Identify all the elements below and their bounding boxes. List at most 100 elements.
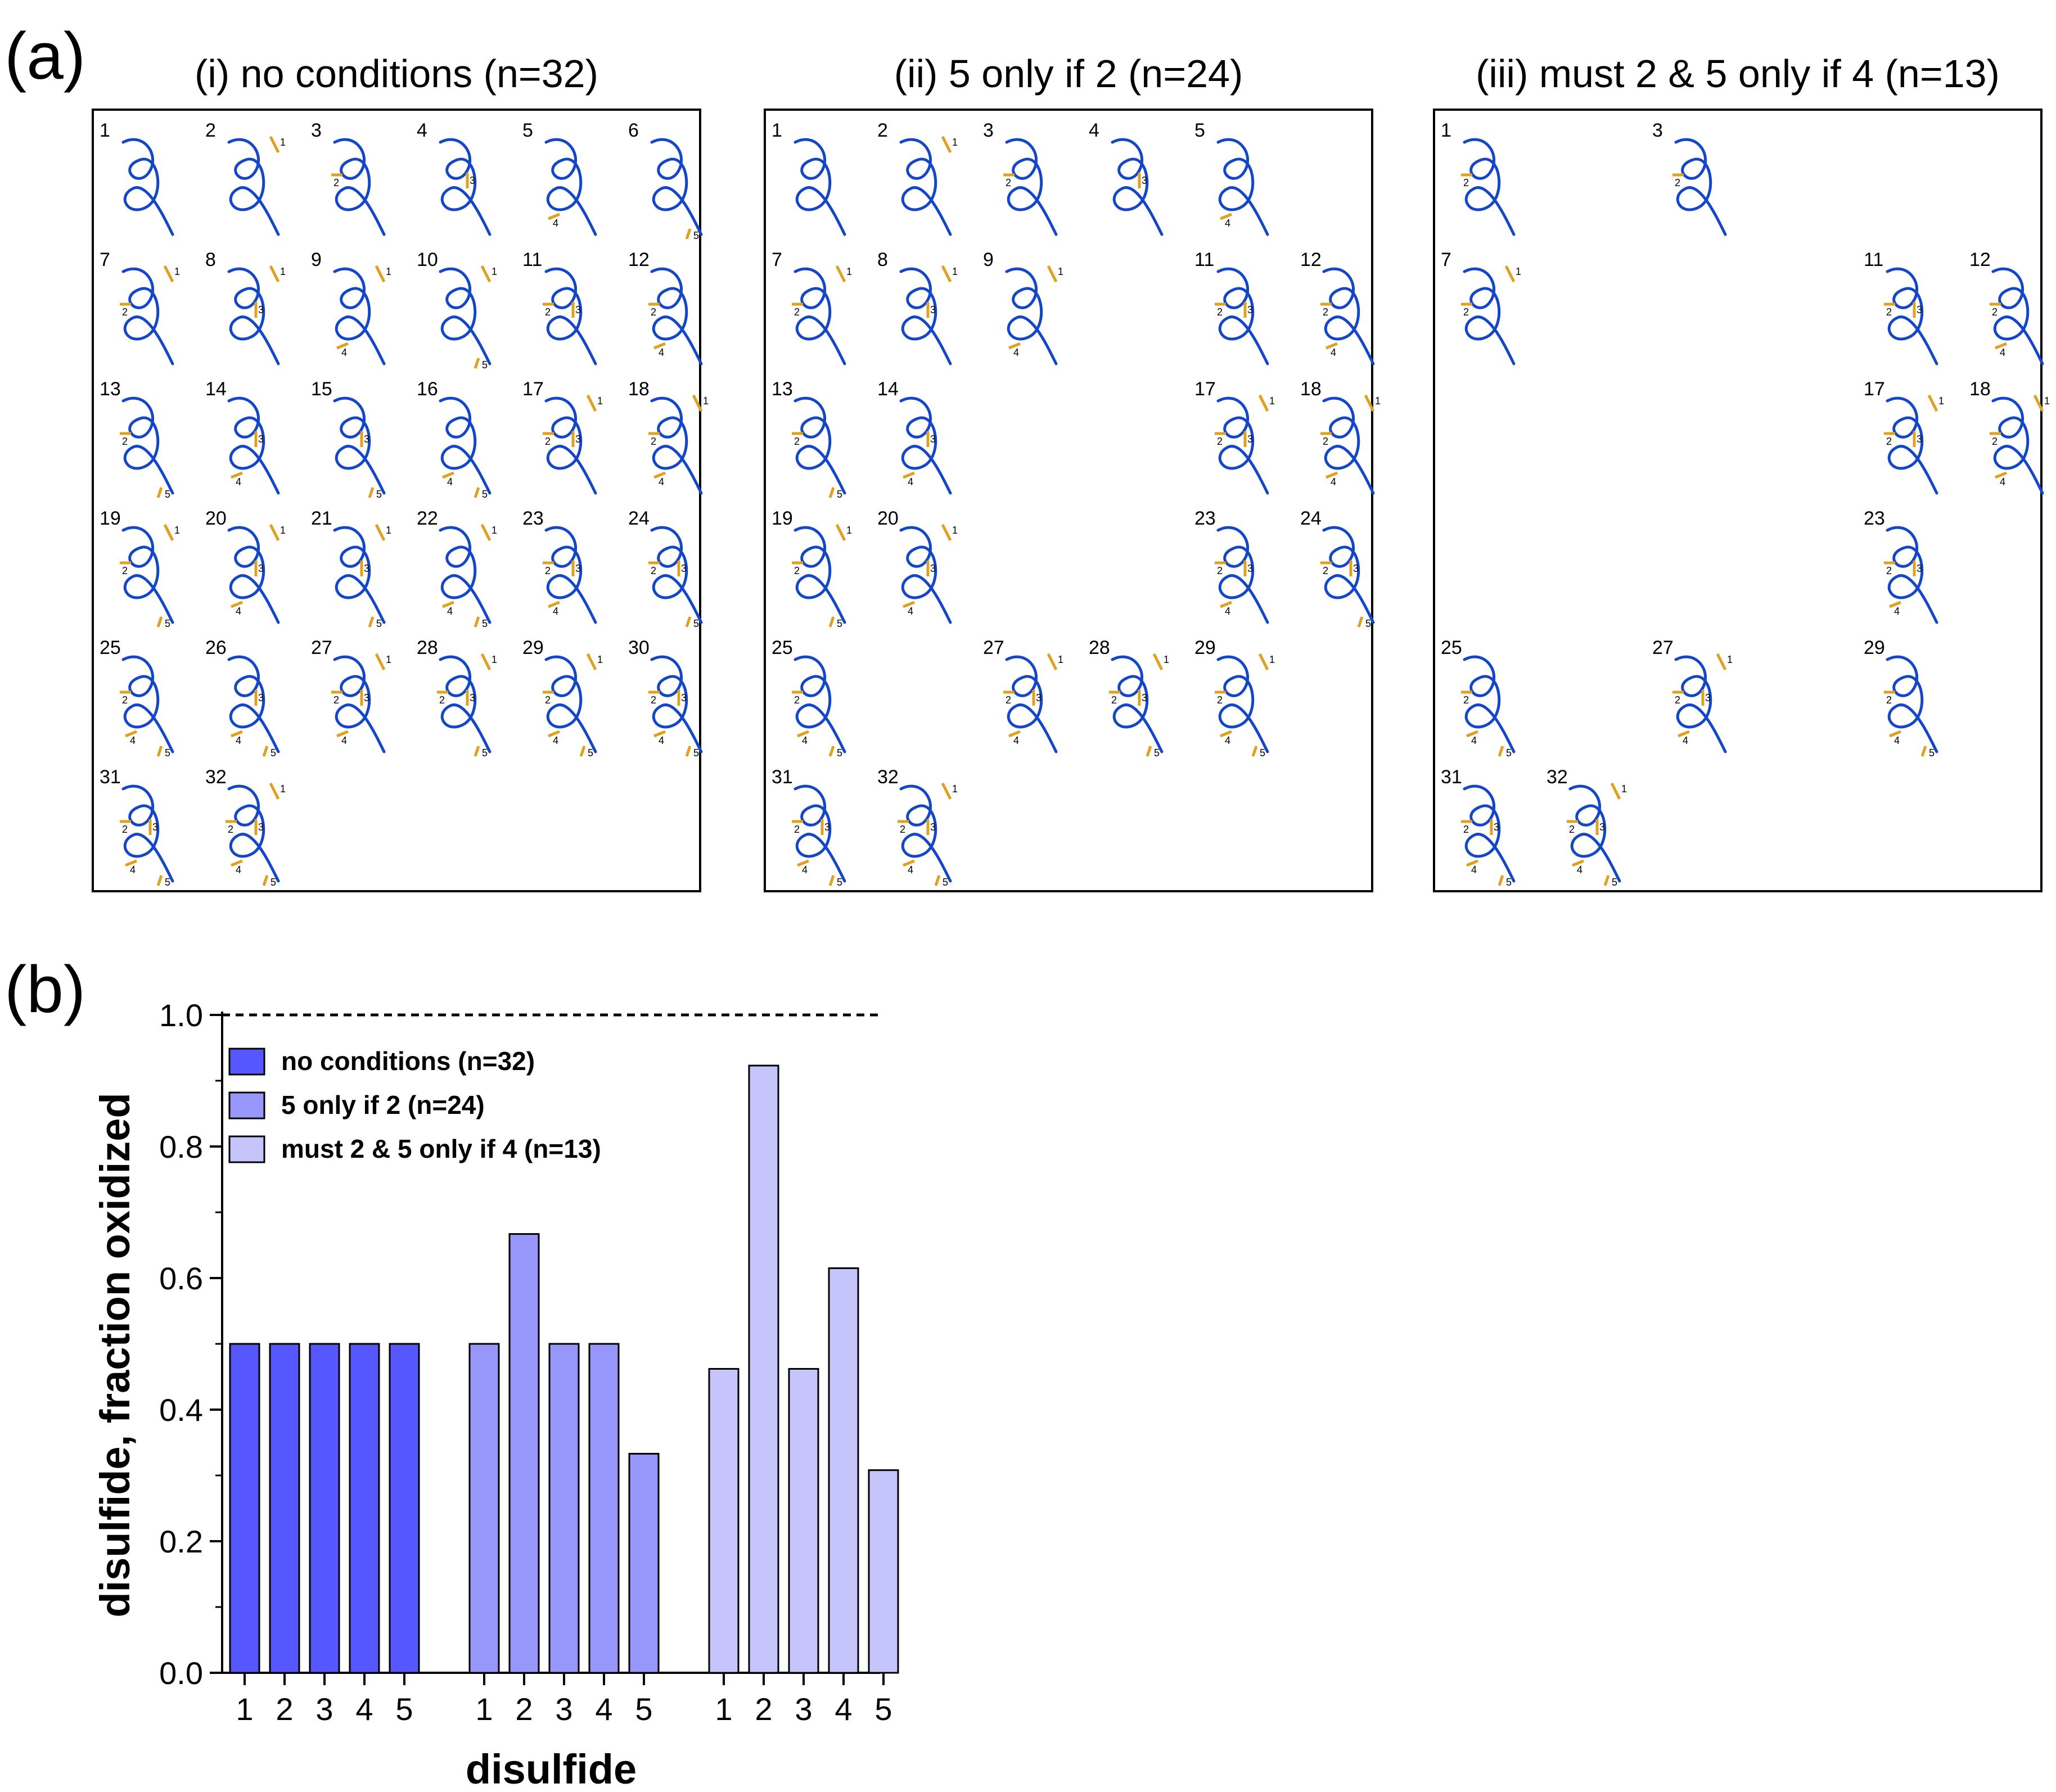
protein-chain (1568, 784, 1621, 883)
disulfide-bond-4 (653, 730, 666, 738)
panel-title: (i) no conditions (n=32) (195, 52, 598, 96)
disulfide-bond-1 (941, 136, 952, 154)
structure-number: 13 (100, 378, 121, 400)
structure-number: 25 (1441, 637, 1462, 658)
structure-number: 4 (1089, 120, 1099, 141)
disulfide-bond-4 (442, 471, 454, 479)
structure-number: 3 (983, 120, 994, 141)
y-tick-label: 0.6 (159, 1261, 203, 1296)
bar-series1-disulfide-1 (229, 1343, 260, 1674)
bar-series3-disulfide-1 (708, 1367, 740, 1674)
protein-chain (1216, 526, 1269, 624)
disulfide-bond-5 (262, 746, 269, 757)
structure-number: 11 (522, 249, 542, 270)
bond-label: 3 (681, 563, 687, 574)
legend-label: 5 only if 2 (n=24) (281, 1090, 485, 1120)
structure-panel-2: (ii) 5 only if 2 (n=24)1 2132435471281391… (764, 52, 1381, 892)
y-tick-label: 0.2 (159, 1524, 203, 1559)
bond-label: 5 (482, 359, 488, 371)
structure-20: 20 1 3 4 (205, 508, 286, 624)
disulfide-bond-4 (1325, 342, 1338, 350)
protein-fold-icon: 1 2 4 5 (1215, 653, 1275, 759)
bond-label: 3 (258, 434, 264, 445)
structure-number: 8 (877, 249, 888, 270)
bond-label: 5 (693, 618, 699, 629)
structure-number: 18 (628, 378, 650, 400)
protein-chain (1674, 138, 1727, 236)
disulfide-bond-4 (903, 601, 915, 608)
bond-label: 2 (1463, 694, 1469, 706)
structure-31: 31 2 3 4 5 (100, 766, 174, 888)
bond-label: 3 (1247, 434, 1253, 445)
bond-label: 1 (597, 395, 603, 407)
protein-chain (121, 267, 174, 365)
disulfide-bond-4 (1995, 342, 2007, 350)
bond-label: 3 (1599, 821, 1605, 833)
structure-22: 22 1 4 5 (417, 508, 497, 629)
structure-4: 43 (1089, 120, 1164, 236)
structure-6: 65 (628, 120, 703, 241)
protein-chain (227, 784, 280, 883)
structure-number: 7 (1441, 249, 1451, 270)
protein-fold-icon: 1 2 4 (1320, 394, 1381, 495)
protein-fold-icon: 2 4 5 (792, 655, 846, 759)
structure-number: 8 (205, 249, 216, 270)
structure-7: 712 (1441, 249, 1521, 365)
disulfide-bond-1 (269, 265, 280, 283)
bond-label: 4 (341, 347, 347, 358)
protein-chain (1674, 655, 1727, 753)
structure-number: 4 (417, 120, 427, 141)
structure-number: 29 (1864, 637, 1885, 658)
disulfide-bond-1 (1716, 653, 1727, 671)
protein-fold-icon: 2 3 4 5 (648, 655, 703, 759)
bond-label: 1 (846, 525, 852, 536)
bond-label: 1 (492, 266, 497, 277)
x-tick-label: 2 (515, 1691, 533, 1727)
structure-3: 32 (983, 120, 1058, 236)
bond-label: 1 (1375, 395, 1381, 407)
bond-label: 1 (280, 783, 286, 795)
protein-fold-icon: 2 3 4 (1215, 526, 1269, 624)
structure-number: 23 (522, 508, 544, 529)
structure-9: 914 (983, 249, 1063, 365)
protein-chain (899, 396, 952, 495)
structure-number: 17 (522, 378, 544, 400)
disulfide-bond-1 (941, 782, 952, 800)
bond-label: 2 (651, 565, 656, 576)
bond-label: 2 (545, 565, 551, 576)
disulfide-bond-1 (692, 394, 703, 412)
bond-label: 4 (1013, 347, 1019, 358)
protein-chain (227, 655, 280, 753)
structure-number: 24 (1300, 508, 1322, 529)
panel-b-bar-chart: 0.00.20.40.60.81.01 2 3 4 5 1 2 3 4 5 1 2 3 4 5disulfi… (92, 997, 899, 1792)
bond-label: 4 (553, 218, 558, 229)
bond-label: 2 (1463, 824, 1469, 835)
protein-chain (333, 267, 386, 365)
disulfide-bond-1 (269, 523, 280, 541)
bond-label: 3 (152, 821, 158, 833)
protein-chain (121, 396, 174, 495)
protein-fold-icon: 14 (333, 265, 391, 365)
protein-fold-icon: 1 2 5 (120, 523, 180, 629)
disulfide-bond-4 (797, 730, 809, 738)
bond-label: 2 (651, 306, 656, 318)
bond-label: 5 (376, 489, 382, 500)
protein-fold-icon: 34 (227, 396, 280, 495)
bond-label: 2 (794, 824, 800, 835)
bond-label: 1 (492, 654, 497, 665)
x-tick-label: 1 (475, 1691, 493, 1727)
bond-label: 1 (1269, 395, 1275, 407)
bond-label: 4 (1331, 476, 1336, 488)
structure-number: 3 (1652, 120, 1663, 141)
disulfide-bond-1 (375, 523, 386, 541)
protein-fold-icon: 1 (899, 136, 958, 236)
disulfide-bond-5 (828, 487, 835, 498)
bond-label: 4 (1894, 735, 1900, 746)
structure-number: 19 (100, 508, 121, 529)
bond-label: 5 (165, 618, 170, 629)
bond-label: 2 (545, 436, 551, 447)
protein-chain (227, 138, 280, 236)
